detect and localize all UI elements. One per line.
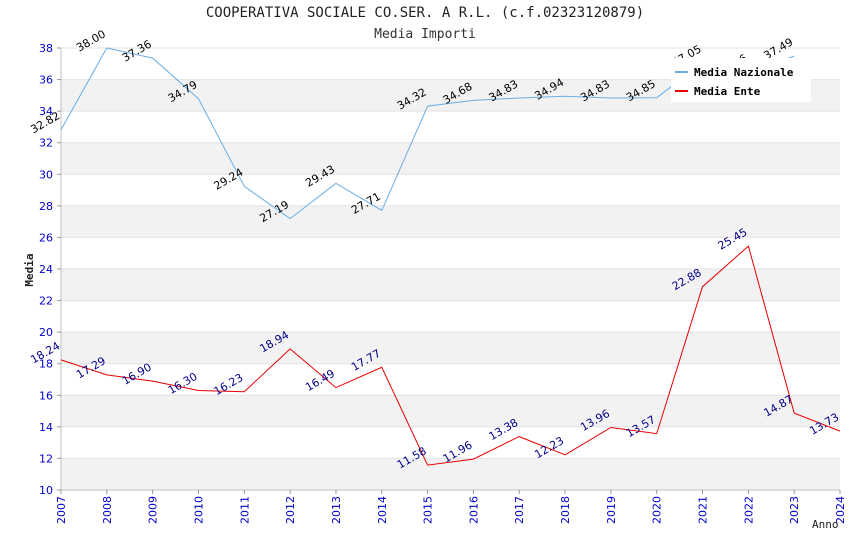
data-label: 16.49: [303, 367, 337, 394]
x-tick-label: 2010: [192, 496, 205, 524]
grid-band: [61, 142, 840, 175]
legend-label: Media Nazionale: [694, 66, 794, 79]
grid-band: [61, 458, 840, 490]
x-tick-label: 2021: [697, 496, 710, 524]
data-label: 12.23: [532, 434, 566, 461]
chart-title: COOPERATIVA SOCIALE CO.SER. A R.L. (c.f.…: [205, 5, 645, 21]
data-label: 16.90: [120, 361, 154, 388]
x-tick-label: 2024: [834, 496, 847, 524]
data-label: 38.00: [74, 27, 108, 54]
grid-band: [61, 332, 840, 364]
x-tick-label: 2019: [605, 496, 618, 524]
grid-band: [61, 269, 840, 301]
legend: Media Nazionale Media Ente: [671, 58, 811, 102]
y-tick-label: 32: [39, 137, 53, 150]
x-tick-label: 2009: [147, 496, 160, 524]
x-tick-label: 2022: [742, 496, 755, 524]
legend-box: [671, 58, 811, 102]
y-tick-label: 28: [39, 200, 53, 213]
y-tick-label: 30: [39, 168, 53, 181]
data-label: 37.36: [120, 38, 154, 65]
y-tick-label: 24: [39, 263, 53, 276]
y-tick-label: 18: [39, 358, 53, 371]
grid-band: [61, 205, 840, 238]
y-tick-label: 12: [39, 452, 53, 465]
x-tick-label: 2014: [376, 496, 389, 524]
y-tick-label: 38: [39, 42, 53, 55]
x-tick-label: 2018: [559, 496, 572, 524]
x-tick-label: 2015: [422, 496, 435, 524]
x-tick-label: 2012: [284, 496, 297, 524]
y-tick-label: 34: [39, 105, 53, 118]
grid-band: [61, 395, 840, 427]
data-label: 16.30: [166, 370, 200, 397]
y-tick-label: 36: [39, 74, 53, 87]
series-line-media-ente: [60, 245, 841, 466]
y-tick-label: 14: [39, 421, 53, 434]
y-axis-label: Media: [23, 253, 36, 286]
x-tick-label: 2011: [238, 496, 251, 524]
x-axis-label: Anno: [812, 518, 839, 531]
x-tick-label: 2013: [330, 496, 343, 524]
y-tick-label: 26: [39, 231, 53, 244]
x-tick-label: 2017: [513, 496, 526, 524]
y-tick-label: 22: [39, 295, 53, 308]
x-tick-label: 2023: [788, 496, 801, 524]
x-tick-label: 2020: [651, 496, 664, 524]
x-tick-label: 2016: [467, 496, 480, 524]
y-tick-label: 10: [39, 484, 53, 497]
y-tick-label: 16: [39, 389, 53, 402]
legend-label: Media Ente: [694, 85, 761, 98]
chart-subtitle: Media Importi: [374, 27, 476, 42]
x-tick-label: 2007: [55, 496, 68, 524]
y-tick-label: 20: [39, 326, 53, 339]
data-label: 16.23: [212, 371, 246, 398]
x-tick-label: 2008: [101, 496, 114, 524]
